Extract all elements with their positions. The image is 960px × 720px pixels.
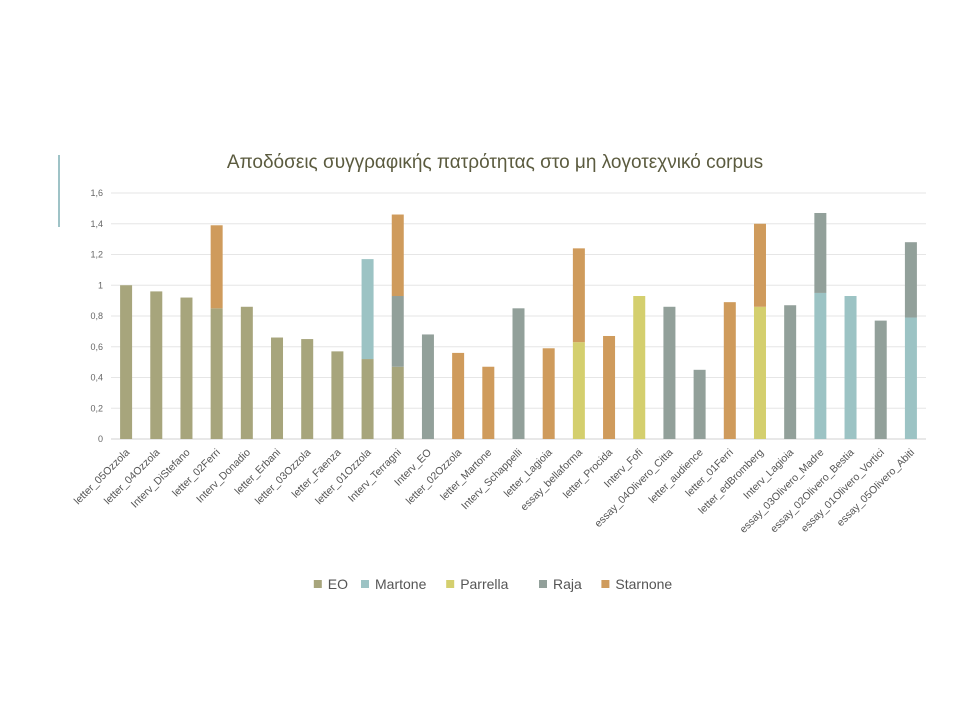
- bar-segment-eo: [240, 306, 253, 439]
- legend-swatch-eo: [313, 580, 322, 588]
- bar-segment-starnone: [482, 366, 495, 439]
- y-tick-label: 0,2: [90, 403, 103, 413]
- legend-swatch-raja: [539, 580, 547, 588]
- bar-segment-starnone: [210, 225, 223, 309]
- x-category-label: Interv_Terragni: [346, 447, 404, 505]
- bar-segment-parrella: [633, 296, 646, 439]
- bar-segment-eo: [331, 351, 344, 439]
- bar-segment-starnone: [723, 302, 736, 439]
- bar-segment-eo: [391, 366, 404, 439]
- bar-segment-raja: [391, 296, 404, 367]
- legend-label: Parrella: [460, 576, 508, 592]
- bar-segment-raja: [814, 212, 827, 293]
- bar-segment-starnone: [391, 214, 404, 297]
- legend-label: Martone: [375, 576, 427, 592]
- bar-segment-starnone: [572, 248, 585, 343]
- legend-label: EO: [328, 576, 348, 592]
- bar-segment-raja: [421, 334, 434, 439]
- bar-segment-eo: [180, 297, 193, 439]
- legend-swatch-parrella: [446, 580, 455, 588]
- y-tick-label: 0,6: [90, 342, 103, 352]
- bar-segment-eo: [271, 337, 284, 439]
- bar-segment-eo: [120, 285, 133, 439]
- bars: [120, 212, 917, 439]
- bar-segment-eo: [150, 291, 163, 439]
- bar-segment-raja: [904, 242, 917, 318]
- bar-segment-martone: [814, 292, 827, 439]
- bar-segment-parrella: [753, 306, 766, 439]
- bar-segment-raja: [874, 320, 887, 439]
- legend: EO Martone Parrella Raja Starnone: [313, 576, 672, 592]
- bar-segment-martone: [361, 259, 374, 360]
- bar-segment-parrella: [572, 342, 585, 439]
- legend-swatch-starnone: [601, 580, 610, 588]
- legend-label: Raja: [553, 576, 582, 592]
- bar-segment-raja: [784, 305, 797, 439]
- bar-segment-raja: [512, 308, 525, 439]
- bar-segment-martone: [904, 317, 917, 439]
- bar-segment-eo: [210, 308, 223, 439]
- y-tick-label: 1,2: [90, 250, 103, 260]
- bar-segment-martone: [844, 296, 857, 439]
- legend-label: Starnone: [615, 576, 672, 592]
- legend-swatch-martone: [361, 580, 369, 588]
- accent-line: [58, 155, 60, 227]
- y-tick-label: 1: [98, 280, 103, 290]
- bar-segment-starnone: [753, 223, 766, 307]
- bar-segment-starnone: [603, 335, 616, 439]
- bar-segment-eo: [301, 339, 314, 439]
- y-tick-label: 1,4: [90, 219, 103, 229]
- y-tick-label: 0: [98, 434, 103, 444]
- x-axis-labels: letter_05Ozzolaletter_04OzzolaInterv_DiS…: [72, 447, 917, 536]
- y-tick-label: 1,6: [90, 188, 103, 198]
- bar-segment-starnone: [542, 348, 555, 439]
- bar-segment-eo: [361, 359, 374, 439]
- bar-segment-raja: [663, 306, 676, 439]
- chart-title: Αποδόσεις συγγραφικής πατρότητας στο μη …: [226, 152, 764, 173]
- bar-segment-starnone: [452, 352, 465, 439]
- bar-segment-raja: [693, 369, 706, 439]
- y-axis-ticks: 0 0,2 0,4 0,6 0,8 1 1,2 1,4 1,6: [90, 188, 103, 444]
- y-tick-label: 0,8: [90, 311, 103, 321]
- y-tick-label: 0,4: [90, 373, 103, 383]
